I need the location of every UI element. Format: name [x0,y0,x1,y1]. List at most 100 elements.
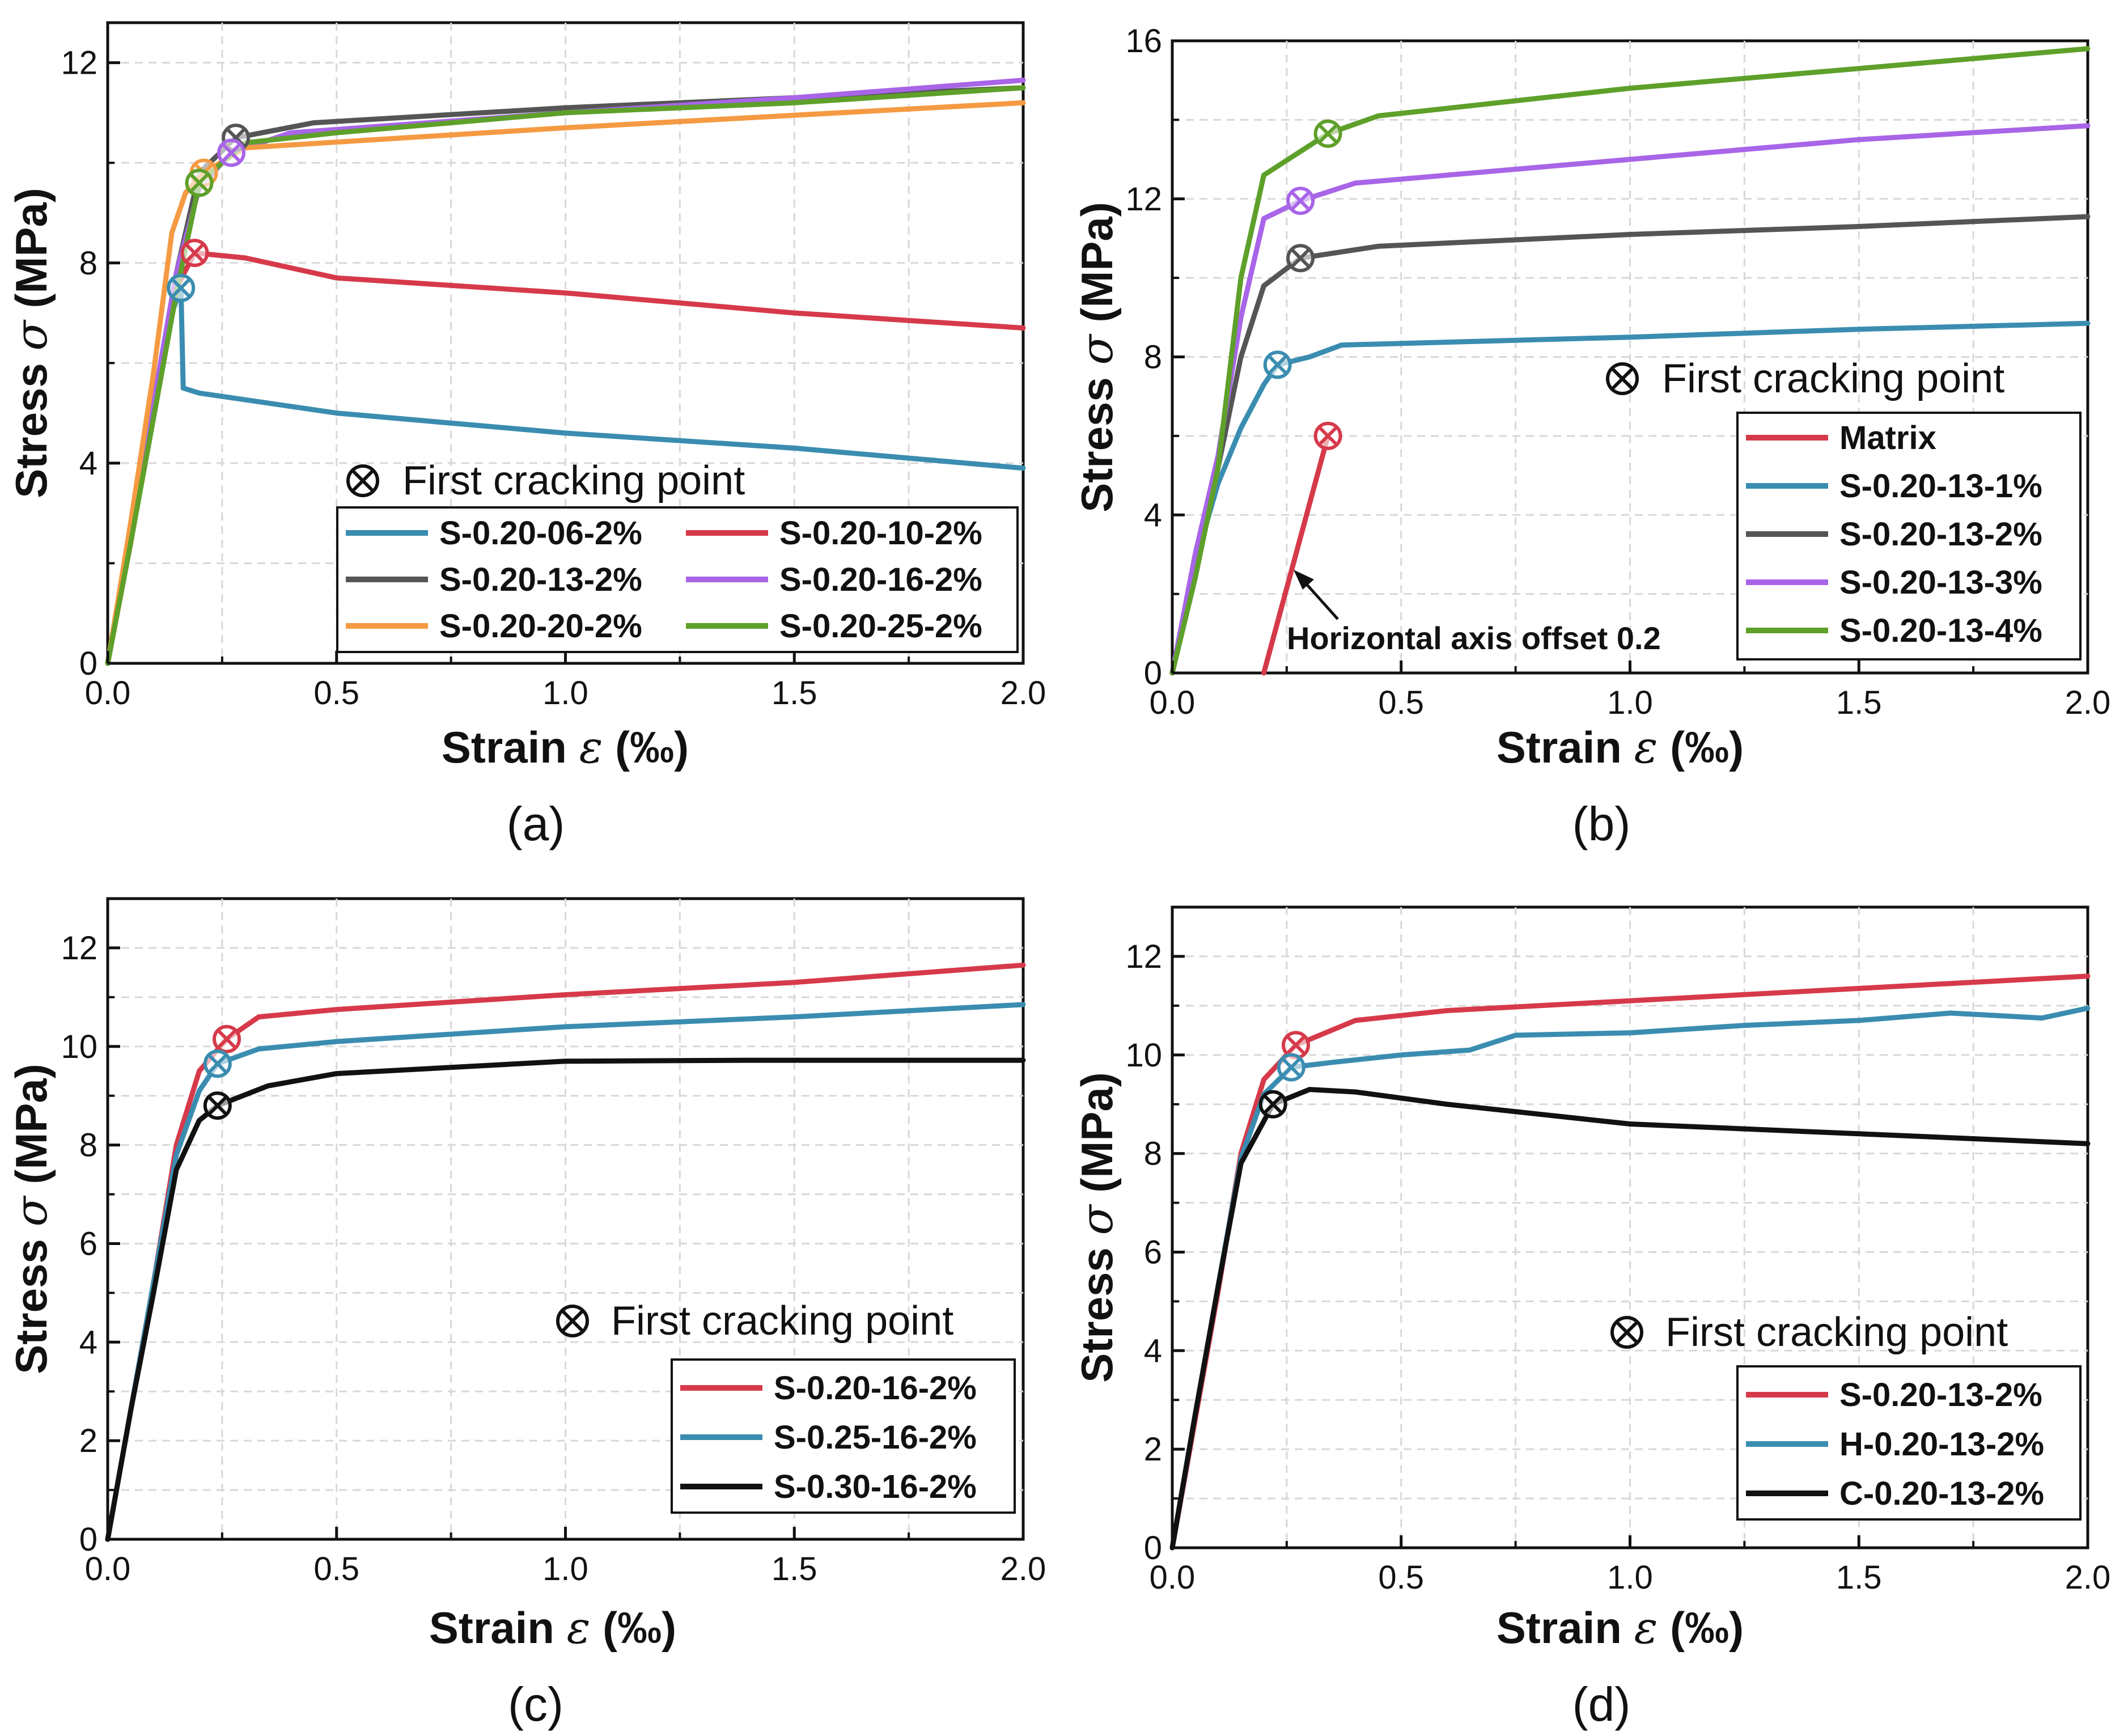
legend-label-matrix: Matrix [1839,420,1936,456]
fcp-marker-cross [185,243,205,263]
panel-b-x-axis-title: Strain ε (‰) [1497,722,1744,773]
fcp-marker-cross [1290,248,1311,268]
panel-c-x-axis-title: Strain ε (‰) [429,1603,676,1654]
panel-a-y-ticks: 0 4 8 12 [61,45,120,682]
panel-c-label: (c) [508,1678,563,1731]
x-tick-label: 2.0 [1001,675,1046,712]
panel-b-legend: Matrix S-0.20-13-1% S-0.20-13-2% S-0.20-… [1736,412,2082,660]
y-tick-label: 12 [1125,181,1162,218]
panel-c-legend: S-0.20-16-2% S-0.25-16-2% S-0.30-16-2% [671,1358,1016,1514]
y-tick-label: 4 [79,445,98,482]
legend-label-s-0-20-10-2: S-0.20-10-2% [779,515,982,552]
y-tick-label: 8 [1144,339,1162,376]
x-tick-label: 1.5 [771,1551,817,1587]
panel-a-first-cracking-text: First cracking point [402,458,745,503]
x-tick-label: 2.0 [1001,1551,1046,1587]
panel-a-fcp-markers [167,124,251,302]
fcp-marker-cross [207,1054,227,1074]
x-tick-label: 0.5 [313,675,359,712]
legend-label-s-0-20-16-2: S-0.20-16-2% [779,561,982,598]
x-tick-label: 2.0 [2065,684,2111,721]
panel-c-x-ticks: 0.0 0.5 1.0 1.5 2.0 [85,1527,1046,1587]
y-tick-label: 8 [79,1127,98,1164]
fcp-marker-cross [207,1095,227,1116]
x-tick-label: 1.0 [1607,1559,1653,1596]
legend-label-s-0-20-13-1: S-0.20-13-1% [1839,468,2042,505]
panel-c-first-cracking-note: First cracking point [556,1298,953,1344]
panel-b-y-ticks: 0 4 8 12 16 [1125,23,1185,692]
x-tick-label: 1.5 [1836,1559,1882,1596]
legend-label-s-0-20-16-2c: S-0.20-16-2% [774,1370,977,1407]
series-line-s-0-20-13-3 [1169,123,2091,676]
panel-a-first-cracking-note: First cracking point [346,458,745,503]
panel-a-x-axis-title: Strain ε (‰) [442,722,689,773]
annotation-arrow-line [1303,580,1339,620]
panel-d-x-axis-title: Strain ε (‰) [1497,1603,1744,1654]
fcp-marker-cross [1318,124,1338,143]
panel-b-annotation: Horizontal axis offset 0.2 [1287,570,1661,656]
x-tick-label: 1.5 [771,675,817,712]
legend-label-s-0-20-20-2: S-0.20-20-2% [439,608,642,645]
legend-label-s-0-20-25-2: S-0.20-25-2% [779,608,982,645]
legend-label-s-0-20-13-2: S-0.20-13-2% [439,561,642,598]
fcp-marker-c-0-20-13-2 [1258,1090,1287,1119]
fcp-marker-s-0-25-16-2 [203,1049,232,1078]
panel-d-x-ticks: 0.0 0.5 1.0 1.5 2.0 [1150,1535,2110,1596]
x-tick-label: 1.0 [542,1551,588,1587]
y-tick-label: 4 [79,1324,98,1361]
panel-c: 0.0 0.5 1.0 1.5 2.0 0 2 4 6 8 10 12 Strain ε (‰) S… [6,897,1046,1731]
x-tick-label: 1.0 [542,675,588,712]
fcp-marker-s-0-20-10-2 [180,239,209,268]
y-tick-label: 12 [1125,938,1162,975]
panel-b-annotation-text: Horizontal axis offset 0.2 [1287,620,1661,656]
fcp-marker-cross [1263,1094,1283,1114]
x-tick-label: 0.5 [1378,1559,1424,1596]
y-tick-label: 0 [79,1521,98,1558]
fcp-marker-s-0-20-13-2 [1286,244,1315,273]
panel-a: 0.0 0.5 1.0 1.5 2.0 0 4 8 12 Strain ε (‰) Stres… [6,21,1046,850]
y-tick-label: 16 [1125,23,1162,60]
fcp-marker-s-0-20-16-2 [217,138,245,167]
y-tick-label: 4 [1144,1332,1162,1369]
panel-b: 0.0 0.5 1.0 1.5 2.0 0 4 8 12 16 Horizontal axis … [1072,23,2110,850]
y-tick-label: 0 [1144,655,1162,692]
fcp-marker-cross [171,278,191,298]
fcp-marker-s-0-20-16-2 [213,1024,241,1053]
x-tick-label: 0.0 [85,1551,131,1587]
y-tick-label: 2 [79,1422,98,1459]
panel-d-first-cracking-note: First cracking point [1610,1310,2008,1355]
panel-a-label: (a) [507,797,565,850]
series-line-matrix [1261,433,1331,676]
legend-label-c-0-20-13-2: C-0.20-13-2% [1839,1475,2044,1512]
panel-d-label: (d) [1572,1678,1631,1731]
fcp-marker-cross [221,143,241,163]
x-tick-label: 1.0 [1607,684,1653,721]
x-tick-label: 0.0 [1150,684,1196,721]
legend-label-s-0-20-06-2: S-0.20-06-2% [439,515,642,552]
fcp-marker-s-0-20-06-2 [167,273,196,302]
legend-label-s-0-20-13-2d: S-0.20-13-2% [1839,1377,2042,1413]
panel-d: 0.0 0.5 1.0 1.5 2.0 0 2 4 6 8 10 12 Strain ε (‰) S… [1072,905,2110,1731]
panel-d-fcp-markers [1258,1031,1310,1119]
y-tick-label: 2 [1144,1431,1162,1468]
x-tick-label: 1.5 [1836,684,1882,721]
panel-d-y-ticks: 0 2 4 6 8 10 12 [1125,938,1185,1566]
fcp-marker-cross [1268,355,1287,375]
y-tick-label: 8 [1144,1136,1162,1172]
fcp-marker-matrix [1313,421,1342,450]
fcp-marker-cross [1286,1035,1306,1055]
fcp-legend-symbol-icon [1606,362,1639,395]
panel-c-y-ticks: 0 2 4 6 8 10 12 [61,930,120,1558]
fcp-marker-s-0-20-13-3 [1286,187,1315,215]
fcp-marker-cross [1318,426,1338,446]
panel-a-legend: S-0.20-06-2% S-0.20-10-2% S-0.20-13-2% S… [336,506,1019,653]
legend-label-s-0-20-13-3: S-0.20-13-3% [1839,564,2042,601]
x-tick-label: 0.0 [85,675,131,712]
panel-b-first-cracking-note: First cracking point [1606,356,2004,401]
y-tick-label: 0 [79,645,98,682]
panel-d-legend: S-0.20-13-2% H-0.20-13-2% C-0.20-13-2% [1736,1365,2082,1521]
x-tick-label: 0.0 [1150,1559,1196,1596]
y-tick-label: 12 [61,930,98,967]
fcp-marker-s-0-30-16-2 [203,1091,232,1120]
